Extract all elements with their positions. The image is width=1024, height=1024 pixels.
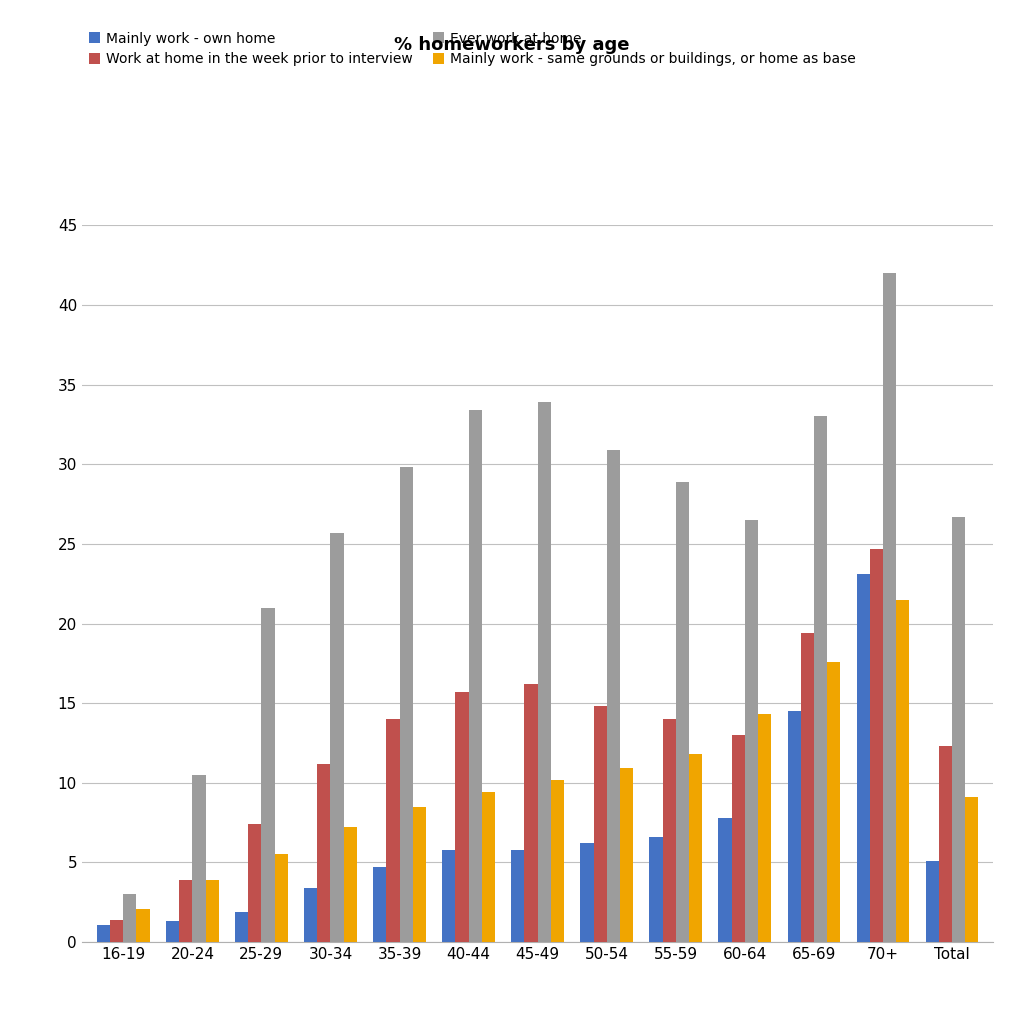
- Bar: [663, 719, 676, 942]
- Bar: [952, 517, 965, 942]
- Bar: [344, 827, 356, 942]
- Bar: [801, 633, 814, 942]
- Bar: [606, 450, 620, 942]
- Bar: [883, 273, 896, 942]
- Bar: [896, 600, 909, 942]
- Bar: [814, 417, 827, 942]
- Legend: Mainly work - own home, Work at home in the week prior to interview, Ever work a: Mainly work - own home, Work at home in …: [89, 32, 855, 67]
- Bar: [456, 692, 469, 942]
- Bar: [649, 837, 663, 942]
- Bar: [206, 880, 219, 942]
- Bar: [331, 532, 344, 942]
- Bar: [581, 844, 594, 942]
- Bar: [758, 715, 771, 942]
- Bar: [551, 779, 564, 942]
- Bar: [689, 754, 701, 942]
- Bar: [965, 797, 978, 942]
- Bar: [166, 922, 179, 942]
- Bar: [136, 908, 150, 942]
- Bar: [261, 607, 274, 942]
- Text: % homeworkers by age: % homeworkers by age: [394, 36, 630, 54]
- Bar: [399, 467, 413, 942]
- Bar: [274, 854, 288, 942]
- Bar: [856, 574, 869, 942]
- Bar: [594, 707, 606, 942]
- Bar: [744, 520, 758, 942]
- Bar: [481, 793, 495, 942]
- Bar: [538, 402, 551, 942]
- Bar: [869, 549, 883, 942]
- Bar: [787, 711, 801, 942]
- Bar: [676, 481, 689, 942]
- Bar: [179, 880, 193, 942]
- Bar: [317, 764, 331, 942]
- Bar: [304, 888, 317, 942]
- Bar: [827, 662, 840, 942]
- Bar: [620, 768, 633, 942]
- Bar: [731, 735, 744, 942]
- Bar: [442, 850, 456, 942]
- Bar: [97, 925, 111, 942]
- Bar: [111, 920, 123, 942]
- Bar: [413, 807, 426, 942]
- Bar: [386, 719, 399, 942]
- Bar: [193, 775, 206, 942]
- Bar: [524, 684, 538, 942]
- Bar: [939, 746, 952, 942]
- Bar: [926, 861, 939, 942]
- Bar: [236, 911, 248, 942]
- Bar: [511, 850, 524, 942]
- Bar: [469, 410, 481, 942]
- Bar: [719, 818, 731, 942]
- Bar: [248, 824, 261, 942]
- Bar: [123, 894, 136, 942]
- Bar: [374, 867, 386, 942]
